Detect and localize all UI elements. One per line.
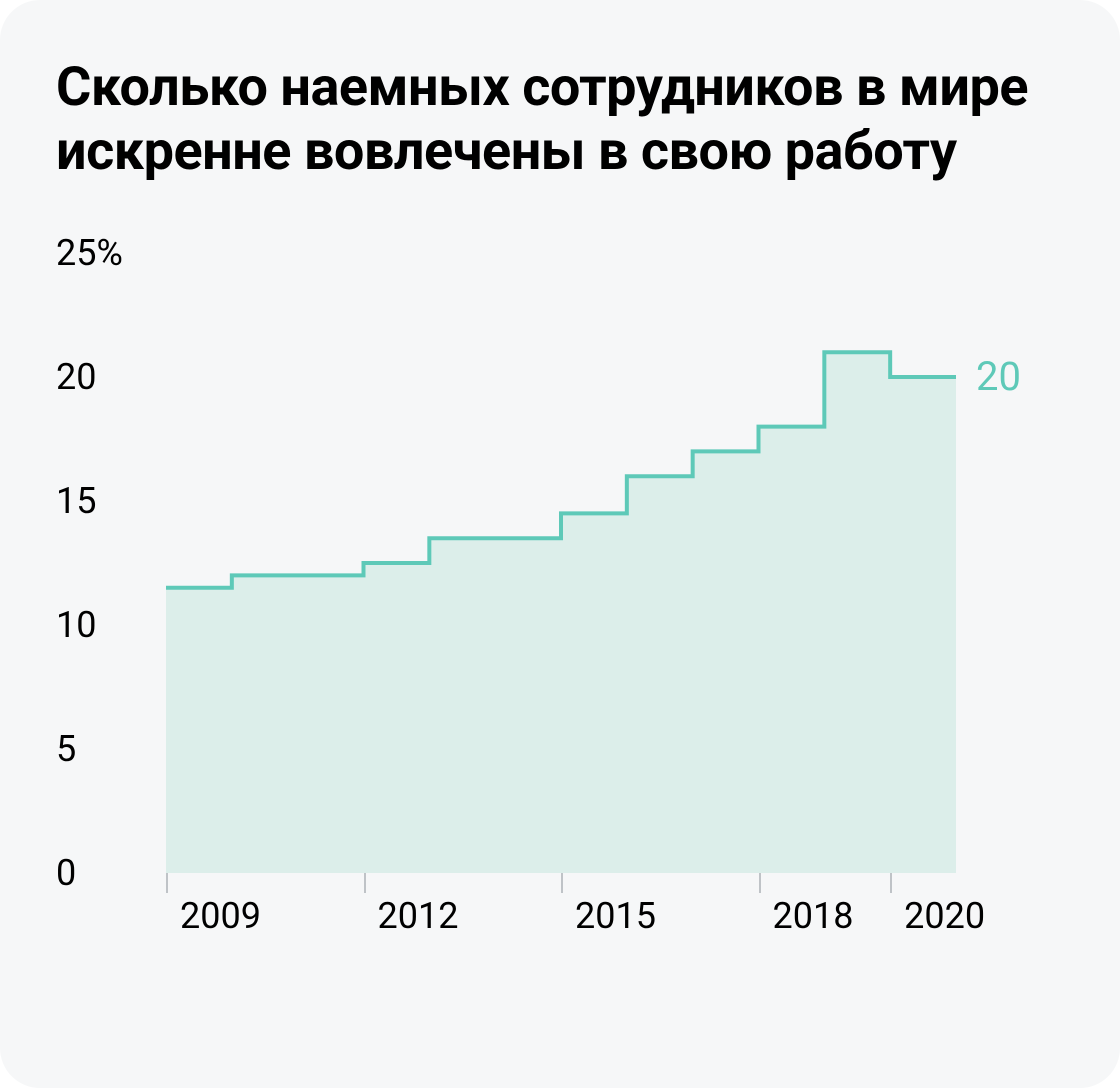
y-tick-label: 25% — [56, 232, 123, 274]
y-tick-label: 0 — [56, 852, 76, 894]
x-tick-line — [561, 873, 563, 893]
x-tick-label: 2009 — [180, 895, 261, 937]
x-tick-line — [166, 873, 168, 893]
chart-title: Сколько наемных сотрудников в мире искре… — [56, 56, 1064, 183]
y-tick-label: 5 — [56, 728, 76, 770]
x-tick-label: 2018 — [773, 895, 854, 937]
area-fill — [166, 353, 956, 874]
x-tick-line — [364, 873, 366, 893]
step-area-plot — [166, 253, 956, 873]
x-tick-label: 2015 — [575, 895, 656, 937]
y-tick-label: 15 — [56, 480, 96, 522]
y-tick-label: 10 — [56, 604, 96, 646]
chart-card: Сколько наемных сотрудников в мире искре… — [0, 0, 1120, 1088]
chart-area: 0 5 10 15 20 25% 20 2009 2012 2015 2018 2020 — [56, 233, 1064, 953]
x-tick-label: 2020 — [904, 895, 985, 937]
x-tick-line — [890, 873, 892, 893]
x-tick-label: 2012 — [378, 895, 459, 937]
last-value-label: 20 — [976, 353, 1021, 400]
y-tick-label: 20 — [56, 356, 96, 398]
x-tick-line — [759, 873, 761, 893]
